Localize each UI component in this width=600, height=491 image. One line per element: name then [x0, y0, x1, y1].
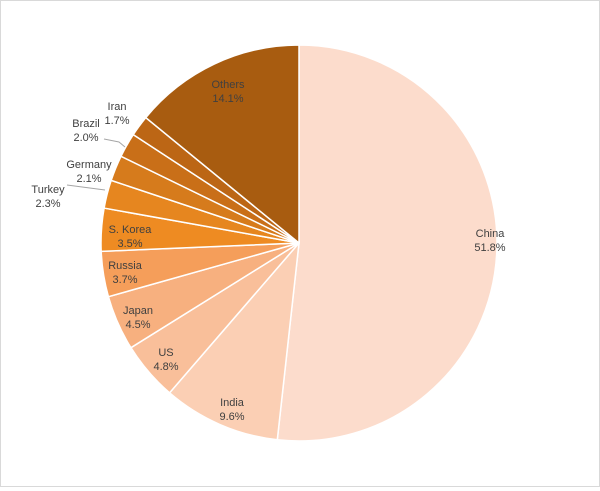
- slice-percent-india: 9.6%: [219, 411, 244, 423]
- slice-percent-brazil: 2.0%: [73, 132, 98, 144]
- slice-percent-germany: 2.1%: [76, 173, 101, 185]
- slice-percent-russia: 3.7%: [112, 274, 137, 286]
- slice-label-brazil: Brazil 2.0%: [72, 118, 100, 144]
- slice-percent-japan: 4.5%: [125, 319, 150, 331]
- slice-name-iran: Iran: [108, 101, 127, 113]
- slice-label-russia: Russia 3.7%: [108, 260, 143, 286]
- slice-name-s-korea: S. Korea: [109, 224, 153, 236]
- slice-name-turkey: Turkey: [31, 184, 65, 196]
- pie-slice-india: [168, 240, 301, 441]
- slice-name-others: Others: [211, 79, 245, 91]
- slice-label-others: Others 14.1%: [211, 79, 245, 105]
- slice-percent-china: 51.8%: [474, 242, 505, 254]
- slice-label-us: US 4.8%: [153, 347, 178, 373]
- slice-label-china: China 51.8%: [474, 228, 505, 254]
- slice-name-brazil: Brazil: [72, 118, 100, 130]
- pie-slice-others: [144, 44, 300, 245]
- pie-slice-china: [276, 44, 498, 442]
- leader-line-turkey: [66, 184, 106, 191]
- slice-name-us: US: [158, 347, 173, 359]
- slice-name-germany: Germany: [66, 159, 112, 171]
- leader-lines: [66, 138, 126, 191]
- slice-label-germany: Germany 2.1%: [66, 159, 112, 185]
- slice-name-india: India: [220, 397, 245, 409]
- slice-label-india: India 9.6%: [219, 397, 244, 423]
- slice-name-japan: Japan: [123, 305, 153, 317]
- slice-label-japan: Japan 4.5%: [123, 305, 153, 331]
- slice-name-russia: Russia: [108, 260, 143, 272]
- slice-labels: China 51.8% India 9.6% US 4.8% Japan 4.5% Russia…: [31, 79, 505, 423]
- slice-percent-iran: 1.7%: [104, 115, 129, 127]
- slice-label-turkey: Turkey 2.3%: [31, 184, 65, 210]
- slice-percent-others: 14.1%: [212, 93, 243, 105]
- slice-label-iran: Iran 1.7%: [104, 101, 129, 127]
- slice-percent-us: 4.8%: [153, 361, 178, 373]
- slice-percent-turkey: 2.3%: [35, 198, 60, 210]
- pie-slices: [100, 44, 498, 442]
- leader-line-brazil: [103, 138, 126, 148]
- slice-name-china: China: [476, 228, 506, 240]
- slice-label-s-korea: S. Korea 3.5%: [109, 224, 153, 250]
- slice-percent-s-korea: 3.5%: [117, 238, 142, 250]
